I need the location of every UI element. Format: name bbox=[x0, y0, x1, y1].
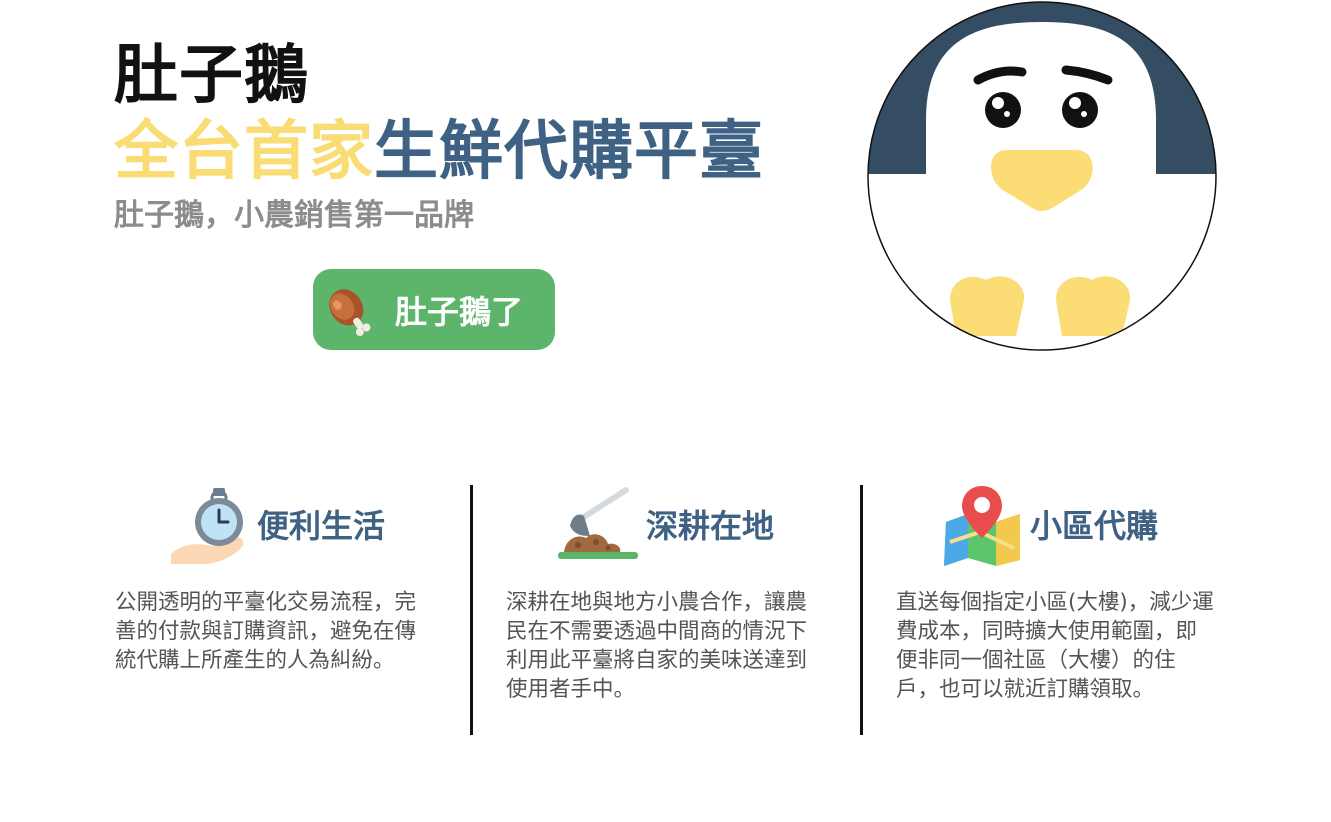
feature-description: 直送每個指定小區(大樓)，減少運費成本，同時擴大使用範圍，即便非同一個社區（大樓… bbox=[896, 590, 1214, 702]
feature-head: 便利生活 bbox=[167, 482, 385, 566]
headline-highlight: 全台首家 bbox=[114, 115, 374, 189]
feature-description: 公開透明的平臺化交易流程，完善的付款與訂購資訊，避免在傳統代購上所產生的人為糾紛… bbox=[115, 590, 417, 673]
brand-title: 肚子鵝 bbox=[114, 39, 309, 113]
feature-title: 小區代購 bbox=[1030, 507, 1159, 545]
feature-title: 便利生活 bbox=[257, 507, 386, 545]
map-pin-icon bbox=[944, 486, 1020, 566]
stopwatch-hand-icon bbox=[171, 488, 244, 564]
feature-head: 深耕在地 bbox=[556, 482, 774, 566]
penguin-goose-mascot bbox=[867, 1, 1217, 351]
tagline: 肚子鵝，小農銷售第一品牌 bbox=[114, 198, 474, 233]
feature-head: 小區代購 bbox=[940, 482, 1158, 566]
feature-title: 深耕在地 bbox=[646, 507, 775, 545]
headline: 全台首家生鮮代購平臺 bbox=[114, 114, 764, 190]
feature-divider-2 bbox=[860, 485, 863, 735]
cta-label: 肚子鵝了 bbox=[395, 292, 524, 331]
feature-description: 深耕在地與地方小農合作，讓農民在不需要透過中間商的情況下利用此平臺將自家的美味送… bbox=[506, 590, 808, 702]
chicken-drumstick-icon bbox=[329, 288, 371, 336]
cta-button[interactable]: 肚子鵝了 bbox=[313, 269, 555, 350]
hoe-soil-icon bbox=[558, 487, 638, 559]
headline-rest: 生鮮代購平臺 bbox=[374, 115, 764, 189]
feature-divider-1 bbox=[470, 485, 473, 735]
